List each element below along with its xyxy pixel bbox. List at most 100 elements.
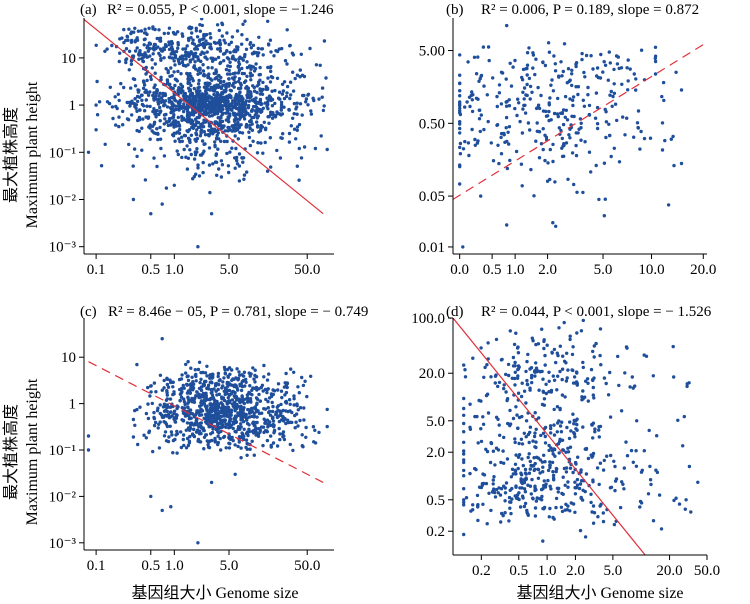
data-point: [191, 38, 195, 42]
data-point: [188, 408, 193, 412]
data-point: [523, 471, 528, 475]
panel-label: (c): [80, 304, 97, 320]
data-point: [182, 147, 186, 152]
data-point: [542, 403, 546, 407]
data-point: [284, 371, 288, 376]
data-point: [513, 106, 517, 111]
data-point: [470, 127, 474, 132]
data-point: [519, 471, 523, 475]
data-point: [543, 158, 547, 163]
data-point: [292, 394, 296, 398]
data-point: [618, 505, 623, 510]
data-point: [269, 50, 273, 54]
data-point: [533, 467, 537, 471]
data-point: [534, 106, 539, 111]
data-point: [233, 443, 237, 447]
data-point: [477, 117, 482, 121]
data-point: [198, 380, 202, 385]
data-point: [587, 113, 592, 117]
data-point: [576, 455, 580, 459]
data-point: [497, 380, 502, 385]
data-point: [568, 337, 572, 342]
data-point: [192, 86, 196, 91]
stats-annotation: R² = 8.46e − 05, P = 0.781, slope = − 0.…: [108, 304, 368, 320]
data-point: [196, 541, 200, 545]
data-point: [571, 345, 575, 349]
data-point: [279, 108, 283, 112]
data-point: [161, 405, 166, 409]
data-point: [682, 414, 686, 419]
data-point: [560, 420, 564, 424]
data-point: [520, 442, 525, 446]
data-point: [224, 67, 229, 72]
data-point: [230, 35, 235, 39]
data-point: [240, 66, 244, 71]
data-point: [146, 44, 150, 48]
data-point: [236, 65, 241, 69]
data-point: [225, 139, 229, 144]
data-point: [533, 411, 537, 415]
data-point: [603, 107, 607, 112]
data-point: [540, 369, 544, 374]
data-point: [148, 46, 152, 51]
data-point: [121, 109, 125, 114]
data-point: [565, 508, 569, 512]
data-point: [165, 105, 170, 109]
data-point: [143, 178, 148, 182]
data-point: [620, 82, 624, 87]
data-point: [681, 444, 685, 448]
data-point: [204, 379, 208, 384]
data-point: [228, 72, 232, 76]
data-point: [205, 91, 209, 96]
data-point: [566, 67, 571, 71]
data-point: [528, 367, 532, 371]
data-point: [525, 63, 530, 67]
data-point: [194, 26, 198, 30]
data-point: [191, 119, 195, 124]
data-point: [261, 389, 265, 393]
data-point: [133, 49, 138, 53]
data-point: [153, 112, 157, 116]
data-point: [575, 190, 579, 194]
data-point: [210, 114, 214, 118]
data-point: [176, 120, 180, 125]
data-point: [97, 100, 102, 104]
data-point: [613, 102, 618, 106]
data-point: [133, 84, 138, 88]
data-point: [211, 162, 215, 166]
data-point: [287, 398, 292, 402]
data-point: [568, 78, 572, 82]
data-point: [238, 105, 242, 109]
data-point: [178, 139, 182, 144]
data-point: [226, 164, 231, 168]
data-point: [608, 61, 612, 65]
data-point: [286, 420, 291, 425]
data-point: [272, 54, 276, 58]
data-point: [131, 197, 136, 202]
data-point: [232, 81, 236, 85]
data-point: [541, 147, 545, 152]
data-point: [521, 496, 525, 500]
data-point: [232, 119, 237, 123]
data-point: [288, 96, 292, 101]
data-point: [231, 389, 235, 394]
data-point: [560, 393, 565, 397]
data-point: [144, 411, 149, 416]
data-point: [462, 363, 466, 367]
data-point: [612, 146, 616, 150]
data-point: [597, 428, 601, 432]
data-point: [207, 114, 212, 118]
data-point: [230, 101, 234, 106]
data-point: [278, 432, 282, 436]
data-point: [187, 428, 192, 432]
data-point: [191, 57, 195, 61]
data-point: [234, 430, 238, 434]
data-point: [164, 408, 168, 412]
data-point: [175, 406, 179, 411]
data-point: [172, 183, 176, 187]
data-point: [129, 39, 134, 43]
data-point: [601, 519, 606, 524]
data-point: [493, 374, 498, 378]
data-point: [502, 484, 506, 488]
data-point: [188, 425, 192, 430]
